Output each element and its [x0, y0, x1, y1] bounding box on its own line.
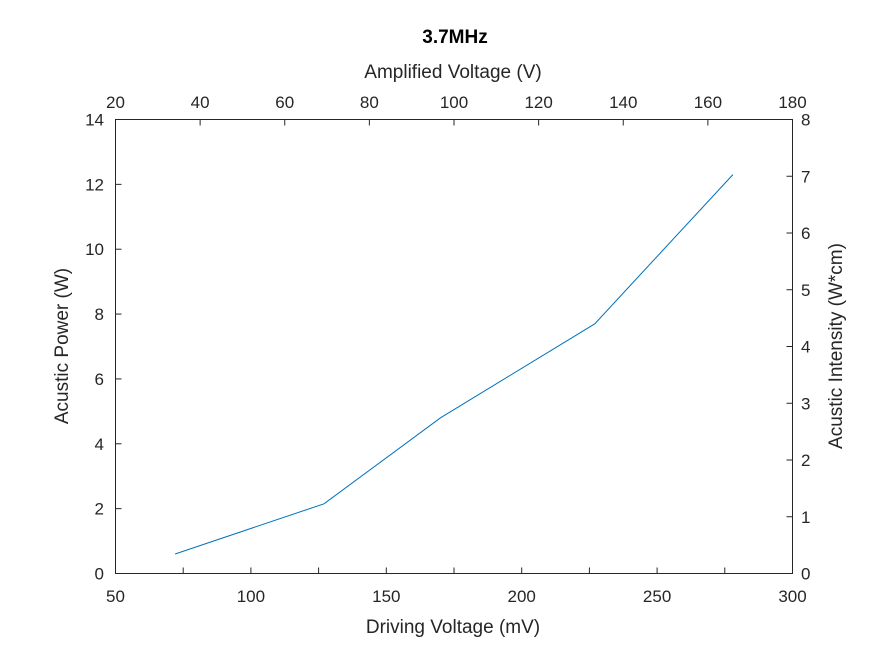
- y-tick-label: 10: [85, 240, 104, 259]
- y2-tick-label: 5: [801, 281, 810, 300]
- y2-tick-label: 2: [801, 451, 810, 470]
- y2-tick-label: 1: [801, 508, 810, 527]
- x2-tick-label: 160: [694, 93, 722, 112]
- y-tick-label: 4: [95, 435, 104, 454]
- x2-tick-label: 180: [778, 93, 806, 112]
- y2-tick-label: 7: [801, 167, 810, 186]
- plot-box: [115, 119, 793, 574]
- y2-tick-label: 6: [801, 224, 810, 243]
- x2-tick-label: 80: [360, 93, 379, 112]
- y-tick-label: 12: [85, 175, 104, 194]
- y-tick-label: 2: [95, 500, 104, 519]
- y-tick-label: 6: [95, 370, 104, 389]
- x2-tick-label: 140: [609, 93, 637, 112]
- x2-axis-label: Amplified Voltage (V): [364, 62, 541, 83]
- x2-tick-label: 120: [524, 93, 552, 112]
- x2-tick-label: 100: [440, 93, 468, 112]
- x2-tick-label: 60: [275, 93, 294, 112]
- x-axis-label: Driving Voltage (mV): [366, 617, 540, 638]
- x2-tick-label: 40: [191, 93, 210, 112]
- series-line: [174, 174, 734, 555]
- x-tick-label: 300: [778, 587, 806, 606]
- x-tick-label: 50: [106, 587, 125, 606]
- y2-tick-label: 8: [801, 111, 810, 130]
- y-tick-label: 0: [95, 565, 104, 584]
- x-tick-label: 200: [508, 587, 536, 606]
- y2-tick-label: 4: [801, 338, 810, 357]
- y-axis-label: Acustic Power (W): [52, 268, 73, 424]
- y-tick-label: 8: [95, 305, 104, 324]
- y2-tick-label: 3: [801, 394, 810, 413]
- chart-title: 3.7MHz: [422, 27, 487, 48]
- y2-axis-label: Acustic Intensity (W*cm): [826, 243, 847, 449]
- x-tick-label: 150: [372, 587, 400, 606]
- x-tick-label: 250: [643, 587, 671, 606]
- x2-tick-label: 20: [106, 93, 125, 112]
- y2-tick-label: 0: [801, 565, 810, 584]
- x-tick-label: 100: [237, 587, 265, 606]
- y-tick-label: 14: [85, 111, 104, 130]
